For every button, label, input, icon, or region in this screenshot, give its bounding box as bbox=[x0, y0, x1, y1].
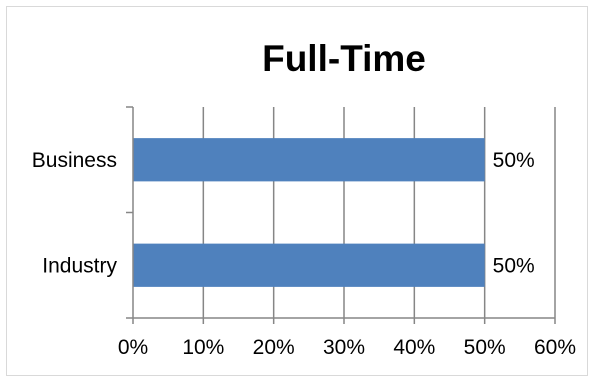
axes bbox=[126, 106, 556, 324]
chart-frame bbox=[6, 6, 588, 376]
data-label: 50% bbox=[493, 254, 535, 277]
category-label: Industry bbox=[42, 254, 117, 277]
bar bbox=[133, 138, 485, 182]
bar-chart: 0% 10% 20% 30% 40% 50% 60% Business Industry 50… bbox=[32, 106, 576, 359]
data-labels: 50% 50% bbox=[493, 149, 535, 278]
x-tick-label: 20% bbox=[253, 336, 295, 359]
bars bbox=[133, 138, 485, 287]
x-tick-label: 30% bbox=[323, 336, 365, 359]
category-label: Business bbox=[32, 149, 117, 172]
x-tick-label: 0% bbox=[118, 336, 148, 359]
category-labels: Business Industry bbox=[32, 149, 118, 278]
data-label: 50% bbox=[493, 149, 535, 172]
tick-labels: 0% 10% 20% 30% 40% 50% 60% bbox=[118, 336, 576, 359]
x-tick-label: 40% bbox=[393, 336, 435, 359]
x-tick-label: 50% bbox=[464, 336, 506, 359]
bar bbox=[133, 243, 485, 287]
chart-title: Full-Time bbox=[262, 38, 426, 79]
x-tick-label: 60% bbox=[534, 336, 576, 359]
x-tick-label: 10% bbox=[182, 336, 224, 359]
